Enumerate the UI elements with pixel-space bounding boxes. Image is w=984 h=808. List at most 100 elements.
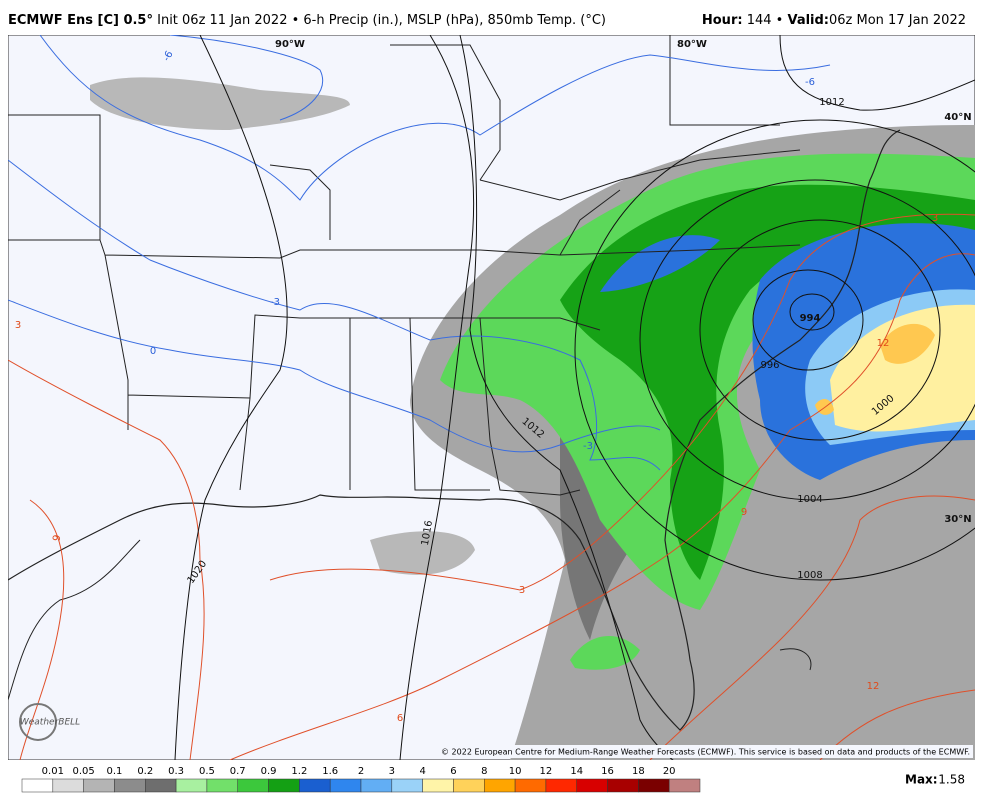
title: ECMWF Ens [C] 0.5° Init 06z 11 Jan 2022 … xyxy=(8,13,606,28)
colorbar-swatch xyxy=(576,778,608,793)
isobars-part xyxy=(574,119,975,581)
isobars xyxy=(174,35,975,760)
precip-yellow xyxy=(830,304,975,432)
valid-time: Hour: 144 • Valid:06z Mon 17 Jan 2022 xyxy=(702,13,966,28)
colorbar-swatch xyxy=(175,778,208,793)
isobars-part xyxy=(752,269,864,371)
colorbar-label: 1.2 xyxy=(291,766,307,777)
colorbar-label: 3 xyxy=(389,766,395,777)
borders-part xyxy=(8,35,801,496)
isobar-label: 1016 xyxy=(420,520,435,547)
colorbar-label: 0.1 xyxy=(107,766,123,777)
max-value: 1.58 xyxy=(938,773,965,787)
valid-label: Valid: xyxy=(787,13,829,28)
isobar-label: 1008 xyxy=(797,570,822,581)
latitude-label: 40°N xyxy=(944,112,971,123)
temperature-label: -6 xyxy=(161,49,176,63)
temp-lines-red-part xyxy=(269,213,975,591)
colorbar-swatch xyxy=(329,778,362,793)
temperature-label: -6 xyxy=(805,77,815,88)
isobars-part xyxy=(459,35,674,760)
longitude-label: 80°W xyxy=(677,39,707,50)
isobar-label: 994 xyxy=(800,313,821,324)
borders xyxy=(8,35,901,731)
colorbar-label: 0.3 xyxy=(168,766,184,777)
valid: 06z Mon 17 Jan 2022 xyxy=(829,13,966,28)
precip-orange xyxy=(815,323,935,415)
temp-lines-red-part xyxy=(8,359,205,760)
map: 90°W 80°W 40°N 30°N 1012 1012 1016 1020 … xyxy=(8,35,975,760)
colorbar-label: 0.05 xyxy=(73,766,95,777)
colorbar-label: 0.9 xyxy=(261,766,277,777)
temp-lines-blue-part xyxy=(8,299,661,453)
hour: 144 • xyxy=(747,13,784,28)
temperature-label: 3 xyxy=(15,320,21,331)
colorbar-label: 0.5 xyxy=(199,766,215,777)
colorbar-label: 10 xyxy=(509,766,522,777)
colorbar-swatch xyxy=(83,778,115,793)
borders-part xyxy=(8,539,812,701)
colorbar-label: 0.2 xyxy=(137,766,153,777)
colorbar-swatch xyxy=(360,778,393,793)
colorbar-swatch xyxy=(607,778,639,793)
isobars-part xyxy=(789,293,835,331)
colorbar: 0.01 0.05 0.1 0.2 0.3 0.5 0.7 0.9 1.2 1.6 2 3 4 6 8 10 1… xyxy=(21,766,701,793)
temp-lines-red-part xyxy=(229,253,975,760)
temp-lines-red xyxy=(8,213,975,760)
temp-lines-red-part xyxy=(649,495,975,760)
isobars-part xyxy=(399,35,475,760)
isobar-label: 996 xyxy=(760,360,779,371)
temp-lines-blue xyxy=(8,35,831,471)
isobars-part xyxy=(174,35,288,760)
logo-mark xyxy=(19,703,57,741)
isobar-label: 1012 xyxy=(819,97,844,108)
colorbar-swatch xyxy=(638,778,670,793)
max-label: Max: xyxy=(905,773,938,787)
temperature-label: 9 xyxy=(52,534,64,542)
colorbar-swatch xyxy=(21,778,54,793)
colorbar-swatch xyxy=(545,778,577,793)
description: Init 06z 11 Jan 2022 • 6-h Precip (in.),… xyxy=(157,13,606,28)
temp-lines-blue-part xyxy=(8,159,661,471)
colorbar-swatch xyxy=(422,778,454,793)
colorbar-swatch xyxy=(237,778,269,793)
isobars-part xyxy=(699,219,941,441)
latitude-label: 30°N xyxy=(944,514,971,525)
copyright-bg xyxy=(455,745,973,758)
colorbar-swatch xyxy=(391,778,423,793)
colorbar-label: 1.6 xyxy=(322,766,338,777)
colorbar-label: 6 xyxy=(450,766,456,777)
temperature-label: 6 xyxy=(397,713,403,724)
colorbar-swatch xyxy=(145,778,177,793)
isobar-label: 1004 xyxy=(797,494,822,505)
precip-darkgreen xyxy=(560,184,975,580)
colorbar-label: 4 xyxy=(419,766,425,777)
colorbar-label: 0.01 xyxy=(42,766,64,777)
colorbar-label: 18 xyxy=(632,766,645,777)
temperature-label: -3 xyxy=(270,297,280,308)
colorbar-label: 2 xyxy=(358,766,364,777)
colorbar-swatch xyxy=(206,778,238,793)
isobars-part xyxy=(779,35,975,111)
temperature-label: 3 xyxy=(519,585,525,596)
colorbar-swatch xyxy=(268,778,300,793)
colorbar-swatch xyxy=(514,778,547,793)
temperature-label: 9 xyxy=(741,507,747,518)
colorbar-label: 14 xyxy=(570,766,583,777)
colorbar-swatch xyxy=(114,778,146,793)
temperature-label: 3 xyxy=(932,213,938,224)
colorbar-swatch xyxy=(299,778,331,793)
colorbar-swatch xyxy=(52,778,84,793)
temperature-label: 0 xyxy=(150,346,156,357)
temperature-label: 12 xyxy=(867,681,880,692)
longitude-label: 90°W xyxy=(275,39,305,50)
colorbar-swatch xyxy=(453,778,485,793)
temp-lines-blue-part xyxy=(39,35,831,201)
map-layers xyxy=(8,35,975,760)
temp-lines-red-part xyxy=(19,499,65,760)
isobars-part xyxy=(639,179,975,501)
temperature-label: -3 xyxy=(583,441,593,452)
model: ECMWF Ens [C] 0.5° xyxy=(8,13,153,28)
colorbar-label: 0.7 xyxy=(230,766,246,777)
